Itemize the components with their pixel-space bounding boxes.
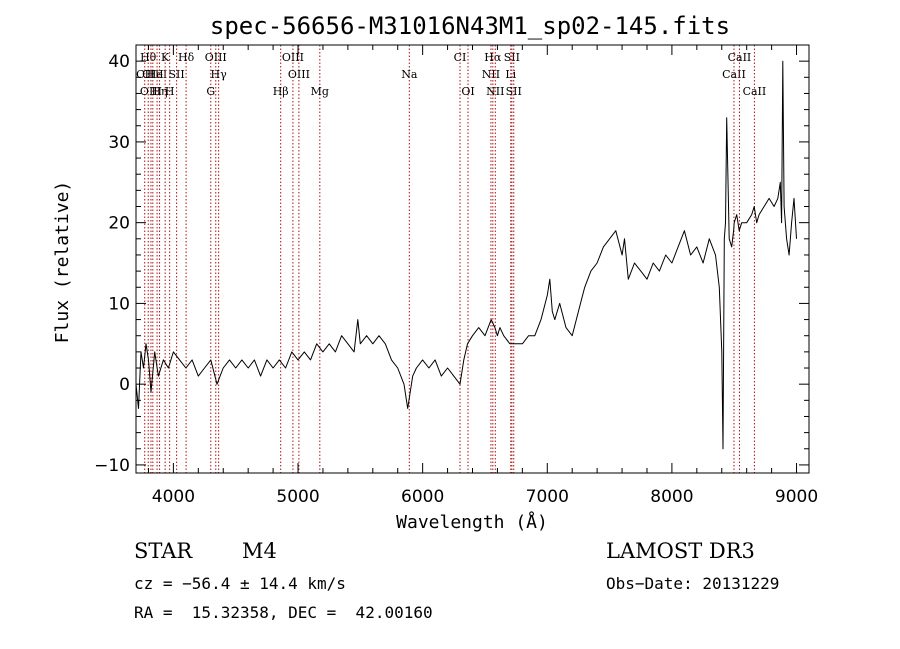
line-label-14: OIII bbox=[282, 51, 304, 64]
line-label-8: SII bbox=[169, 68, 185, 81]
y-axis: −10 0 10 20 30 40 bbox=[94, 44, 809, 476]
line-label-16: Mg bbox=[311, 85, 329, 98]
line-label-5: Hη bbox=[151, 85, 167, 98]
line-label-24: SII bbox=[504, 51, 520, 64]
x-axis-label: Wavelength (Å) bbox=[396, 511, 548, 533]
x-tick-label-4: 8000 bbox=[650, 487, 693, 507]
y-tick-label-1: 0 bbox=[119, 375, 130, 395]
coordinates-readout: RA = 15.32358, DEC = 42.00160 bbox=[134, 603, 433, 622]
line-label-25: SII bbox=[506, 85, 522, 98]
object-subclass: M4 bbox=[242, 539, 277, 563]
x-tick-label-5: 9000 bbox=[775, 487, 818, 507]
line-label-23: Li bbox=[505, 68, 516, 81]
line-label-6: K bbox=[161, 51, 170, 64]
line-label-15: OIII bbox=[288, 68, 310, 81]
x-tick-label-2: 6000 bbox=[401, 487, 444, 507]
line-label-27: CaII bbox=[728, 51, 752, 64]
line-label-10: G bbox=[206, 85, 215, 98]
line-label-17: Na bbox=[401, 68, 418, 81]
y-tick-label-2: 10 bbox=[108, 294, 130, 314]
line-label-21: Hα bbox=[484, 51, 502, 64]
spectrum-line bbox=[135, 60, 797, 450]
x-axis: 4000 5000 6000 7000 8000 9000 bbox=[147, 45, 818, 507]
line-label-20: NII bbox=[482, 68, 500, 81]
line-label-9: Hδ bbox=[178, 51, 195, 64]
x-tick-label-3: 7000 bbox=[526, 487, 569, 507]
redshift-readout: cz = −56.4 ± 14.4 km/s bbox=[134, 574, 346, 593]
x-tick-label-1: 5000 bbox=[276, 487, 319, 507]
spectrum-series bbox=[135, 60, 797, 450]
line-label-7: H bbox=[165, 85, 175, 98]
line-label-18: CI bbox=[454, 51, 467, 64]
object-class: STAR bbox=[134, 539, 193, 563]
line-label-3: CIII bbox=[142, 68, 163, 81]
line-label-1: Hθ bbox=[140, 51, 157, 64]
line-label-2: OIII bbox=[140, 85, 162, 98]
line-label-4: HeI bbox=[147, 68, 167, 81]
line-label-12: Hγ bbox=[211, 68, 228, 81]
y-tick-label-3: 20 bbox=[108, 214, 130, 234]
observation-date: Obs−Date: 20131229 bbox=[606, 574, 780, 593]
y-tick-label-4: 30 bbox=[108, 133, 130, 153]
line-label-11: OIII bbox=[205, 51, 227, 64]
line-label-13: Hβ bbox=[273, 85, 289, 98]
chart-title: spec-56656-M31016N43M1_sp02-145.fits bbox=[210, 12, 730, 40]
x-tick-label-0: 4000 bbox=[152, 487, 195, 507]
y-tick-label-5: 40 bbox=[108, 52, 130, 72]
line-label-26: CaII bbox=[722, 68, 746, 81]
line-label-28: CaII bbox=[743, 85, 767, 98]
plot-frame bbox=[135, 44, 810, 474]
y-tick-label-0: −10 bbox=[94, 456, 130, 476]
line-label-22: NII bbox=[486, 85, 504, 98]
survey-name: LAMOST DR3 bbox=[606, 539, 755, 563]
line-label-19: OI bbox=[461, 85, 474, 98]
y-axis-label: Flux (relative) bbox=[52, 181, 73, 344]
emission-line-markers: CIIHθOIIICIIIHeIHηKHSIIHδGOIIIHγHβOIIIOI… bbox=[136, 45, 766, 473]
